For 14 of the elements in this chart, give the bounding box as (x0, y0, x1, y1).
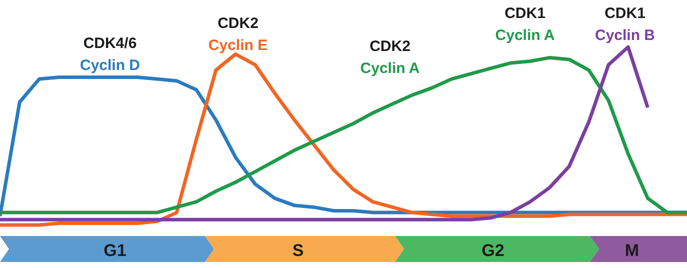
text: CDK2 (218, 15, 258, 32)
annotation: CDK4/6 (83, 35, 137, 52)
text: CDK1 (504, 5, 546, 22)
text: CDK1 (604, 5, 646, 22)
series-label: Cyclin A (495, 27, 555, 44)
text: S (292, 241, 304, 260)
annotation: Cyclin A (360, 60, 420, 77)
text: G1 (104, 241, 126, 260)
series-label: Cyclin B (594, 27, 656, 44)
annotation: CDK2 (370, 38, 410, 55)
text: G2 (482, 241, 504, 260)
series-label: Cyclin E (208, 37, 268, 54)
text: M (624, 241, 640, 260)
series-label: Cyclin D (80, 57, 140, 74)
